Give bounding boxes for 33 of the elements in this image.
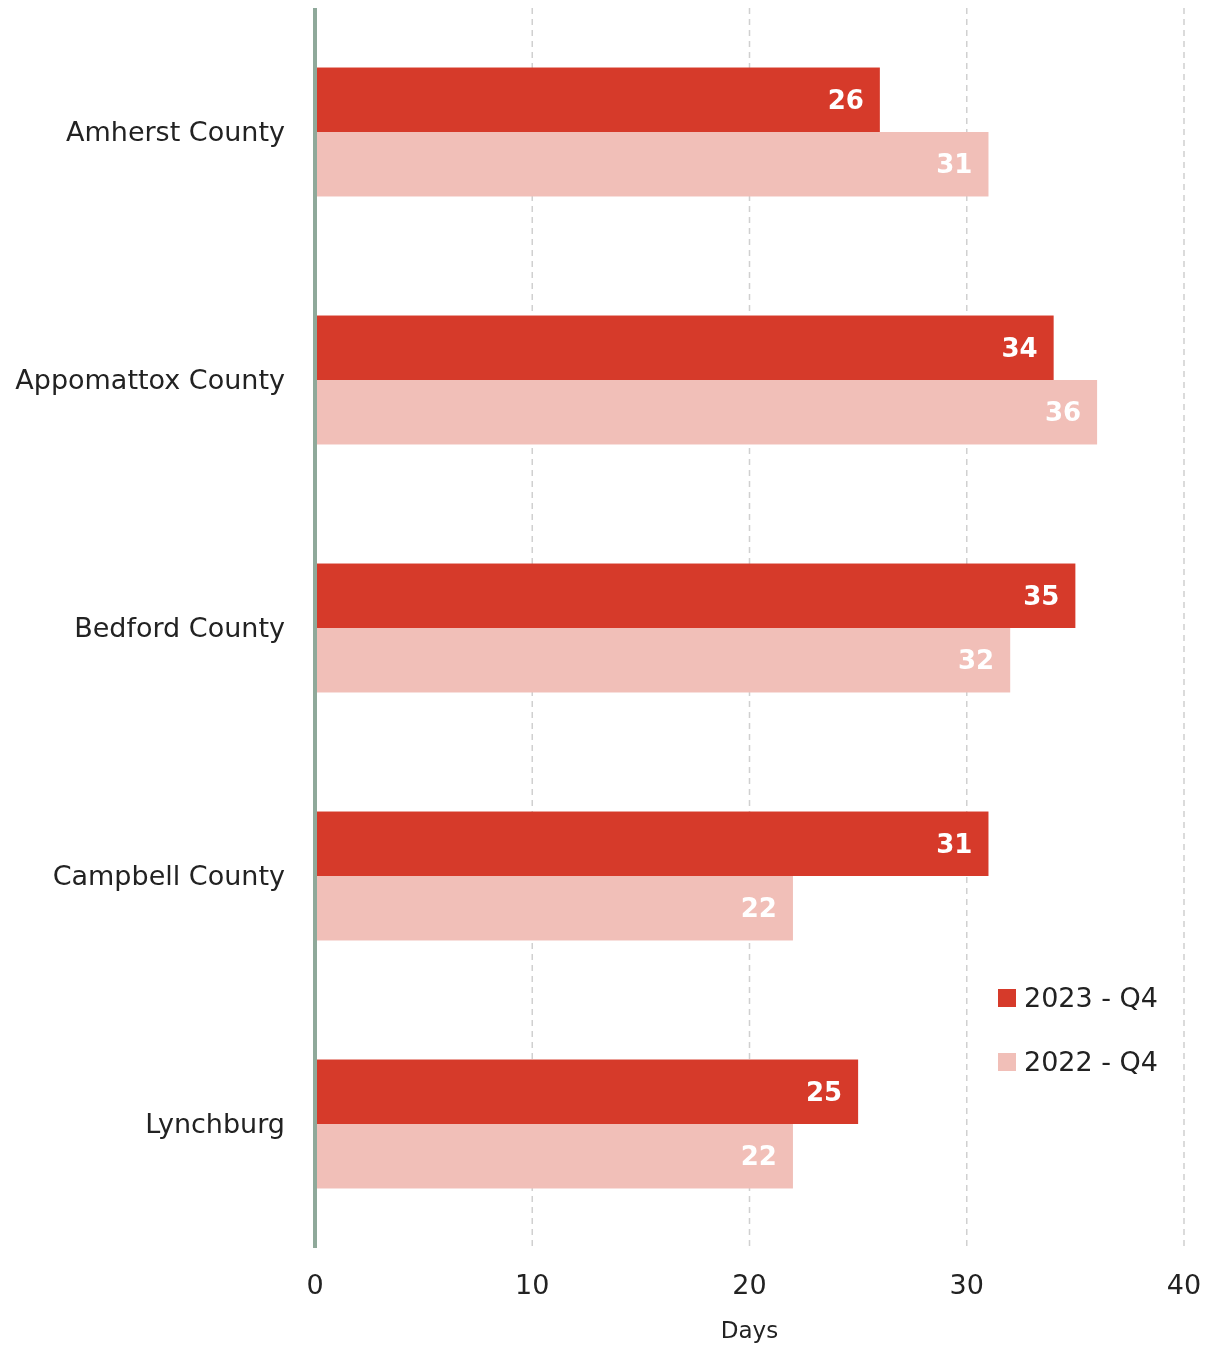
bar — [315, 67, 880, 132]
y-tick-label: Campbell County — [52, 860, 286, 892]
x-tick-label: 40 — [1166, 1269, 1202, 1300]
bar — [315, 876, 793, 941]
bar — [315, 811, 989, 876]
x-tick-label: 10 — [515, 1269, 550, 1300]
data-label: 22 — [740, 893, 777, 924]
data-label: 36 — [1044, 397, 1082, 428]
y-tick-label: Amherst County — [66, 116, 286, 148]
data-label: 26 — [827, 84, 864, 115]
bar — [315, 132, 989, 197]
data-label: 31 — [936, 149, 973, 180]
data-label: 31 — [936, 828, 973, 859]
data-label: 25 — [805, 1076, 843, 1107]
x-axis-title: Days — [720, 1317, 779, 1343]
data-label: 35 — [1023, 580, 1060, 611]
x-tick-label: 20 — [732, 1269, 767, 1300]
y-tick-label: Bedford County — [74, 612, 286, 644]
legend-label: 2023 - Q4 — [1024, 982, 1159, 1014]
data-label: 22 — [740, 1141, 777, 1172]
y-tick-label: Lynchburg — [145, 1108, 285, 1140]
y-tick-label: Appomattox County — [15, 364, 286, 396]
bar — [315, 628, 1011, 693]
x-tick-label: 0 — [306, 1269, 324, 1300]
bar — [315, 1124, 793, 1189]
bar — [315, 380, 1098, 445]
data-label: 32 — [958, 645, 995, 676]
bar — [315, 315, 1054, 380]
x-tick-label: 30 — [949, 1269, 984, 1300]
bar — [315, 563, 1076, 628]
data-label: 34 — [1001, 332, 1038, 363]
legend-label: 2022 - Q4 — [1024, 1046, 1159, 1078]
bar — [315, 1059, 859, 1124]
